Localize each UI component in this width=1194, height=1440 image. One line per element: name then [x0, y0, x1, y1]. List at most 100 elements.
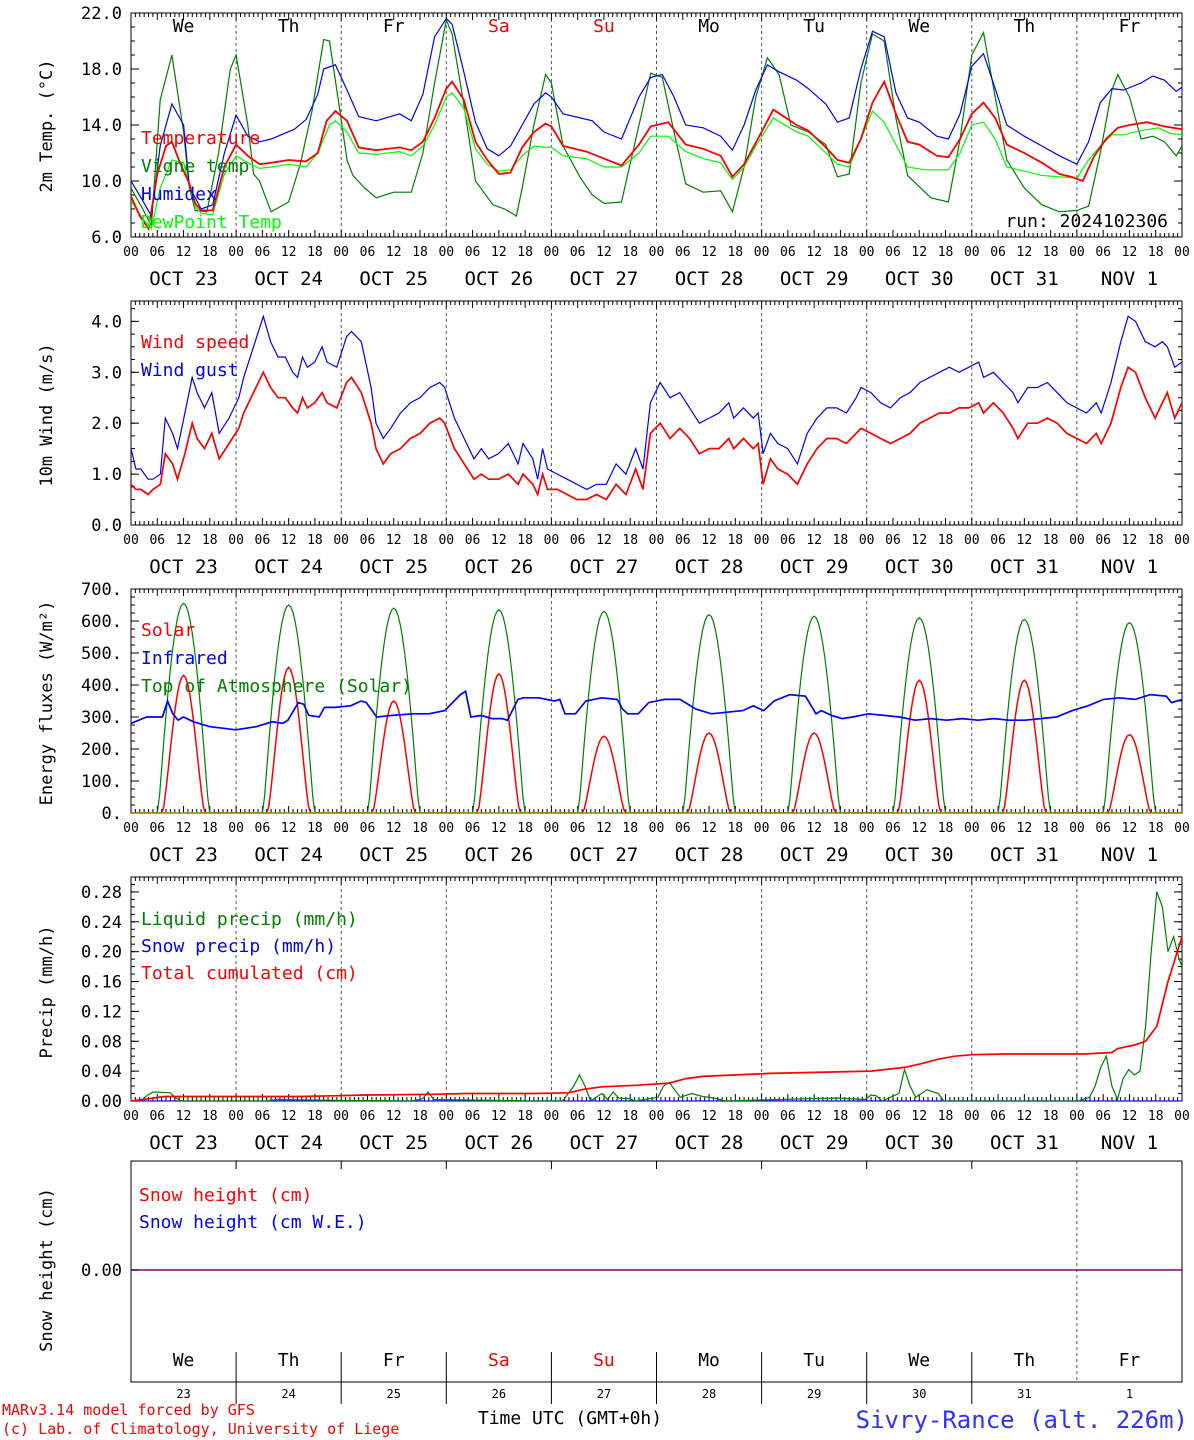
hour-tick-label: 00 [964, 1109, 980, 1124]
hour-tick-label: 18 [412, 1109, 428, 1124]
hour-tick-label: 12 [911, 1109, 927, 1124]
hour-tick-label: 06 [360, 1109, 376, 1124]
legend-snow-height: Snow height (cm) [139, 1185, 312, 1206]
hour-tick-label: 00 [964, 245, 980, 260]
ylabel-precip: Precip (mm/h) [37, 925, 57, 1058]
ylabel-wind: 10m Wind (m/s) [37, 343, 57, 486]
legend-snow-height-we: Snow height (cm W.E.) [139, 1212, 367, 1233]
hour-tick-label: 18 [202, 821, 218, 836]
hour-tick-label: 06 [675, 533, 691, 548]
hour-tick-label: 12 [491, 533, 507, 548]
hour-tick-label: 12 [1017, 245, 1033, 260]
hour-tick-label: 12 [701, 821, 717, 836]
hour-tick-label: 00 [438, 821, 454, 836]
legend-dewpoint: DewPoint Temp [141, 212, 282, 233]
hour-tick-label: 18 [622, 1109, 638, 1124]
plot-frame [130, 300, 1183, 526]
date-label: OCT 30 [885, 268, 954, 290]
day-name-bottom: We [908, 1350, 930, 1371]
y-tick-label: 400. [81, 676, 122, 696]
y-tick-label: 500. [81, 644, 122, 664]
hour-tick-label: 12 [806, 245, 822, 260]
date-label: OCT 27 [570, 1132, 639, 1154]
day-name-bottom: Th [1014, 1350, 1036, 1371]
series-infrared [131, 690, 1182, 731]
date-label: OCT 29 [780, 268, 849, 290]
date-label: OCT 31 [990, 268, 1059, 290]
y-tick-label: 18.0 [81, 60, 122, 80]
hour-tick-label: 18 [412, 245, 428, 260]
hour-tick-label: 18 [1148, 533, 1164, 548]
day-name-bottom: Fr [383, 1350, 405, 1371]
hour-tick-label: 18 [727, 1109, 743, 1124]
hour-tick-label: 18 [412, 533, 428, 548]
date-label: OCT 28 [675, 268, 744, 290]
hour-tick-label: 12 [596, 1109, 612, 1124]
ylabel-snow: Snow height (cm) [37, 1188, 57, 1352]
date-num-bottom: 30 [912, 1387, 926, 1401]
date-label: NOV 1 [1101, 1132, 1158, 1154]
date-label: OCT 26 [465, 844, 534, 866]
date-num-bottom: 31 [1017, 1387, 1031, 1401]
hour-tick-label: 12 [1017, 821, 1033, 836]
y-tick-label: 700. [81, 580, 122, 600]
day-name-bottom: Th [278, 1350, 300, 1371]
date-label: OCT 27 [570, 268, 639, 290]
date-num-bottom: 1 [1126, 1387, 1133, 1401]
hour-tick-label: 00 [859, 1109, 875, 1124]
date-label: OCT 26 [465, 268, 534, 290]
y-tick-label: 6.0 [91, 228, 122, 248]
legend-wind-gust: Wind gust [141, 360, 239, 381]
hour-tick-label: 00 [333, 245, 349, 260]
hour-tick-label: 06 [885, 533, 901, 548]
y-tick-label: 2.0 [91, 414, 122, 434]
y-tick-label: 0.28 [81, 883, 122, 903]
hour-tick-label: 12 [806, 821, 822, 836]
hour-tick-label: 18 [307, 821, 323, 836]
date-label: OCT 23 [149, 1132, 218, 1154]
y-tick-label: 0.00 [81, 1261, 122, 1281]
ylabel-energy: Energy fluxes (W/m²) [37, 601, 57, 806]
hour-tick-label: 18 [833, 533, 849, 548]
hour-tick-label: 18 [727, 533, 743, 548]
y-tick-label: 0.08 [81, 1032, 122, 1052]
hour-tick-label: 12 [701, 1109, 717, 1124]
date-label: OCT 31 [990, 844, 1059, 866]
day-name-top: Tu [803, 16, 825, 37]
date-label: OCT 28 [675, 844, 744, 866]
hour-tick-label: 12 [911, 821, 927, 836]
hour-tick-label: 00 [438, 1109, 454, 1124]
hour-tick-label: 06 [465, 533, 481, 548]
y-tick-label: 0.12 [81, 1002, 122, 1022]
ylabel-temp: 2m Temp. (°C) [37, 59, 57, 192]
hour-tick-label: 00 [1174, 533, 1190, 548]
hour-tick-label: 18 [727, 245, 743, 260]
hour-tick-label: 00 [859, 821, 875, 836]
panel-2 [130, 588, 1183, 814]
hour-tick-label: 12 [176, 821, 192, 836]
hour-tick-label: 06 [780, 245, 796, 260]
hour-tick-label: 06 [1095, 821, 1111, 836]
legend-total-cumulated: Total cumulated (cm) [141, 963, 358, 984]
day-name-top: Th [278, 16, 300, 37]
y-tick-label: 200. [81, 740, 122, 760]
hour-tick-label: 12 [1122, 1109, 1138, 1124]
panel-3 [130, 876, 1183, 1102]
date-label: OCT 28 [675, 1132, 744, 1154]
hour-tick-label: 00 [1069, 533, 1085, 548]
date-label: OCT 25 [359, 556, 428, 578]
series-wind-gust [131, 314, 1182, 491]
hour-tick-label: 18 [1043, 245, 1059, 260]
hour-tick-label: 18 [938, 245, 954, 260]
hour-tick-label: 18 [307, 245, 323, 260]
hour-tick-label: 18 [1043, 533, 1059, 548]
hour-tick-label: 06 [255, 821, 271, 836]
hour-tick-label: 00 [649, 245, 665, 260]
hour-tick-label: 12 [596, 533, 612, 548]
hour-tick-label: 00 [649, 533, 665, 548]
date-label: OCT 26 [465, 1132, 534, 1154]
hour-tick-label: 18 [517, 1109, 533, 1124]
date-label: NOV 1 [1101, 556, 1158, 578]
hour-tick-label: 06 [780, 533, 796, 548]
date-label: OCT 24 [254, 556, 323, 578]
